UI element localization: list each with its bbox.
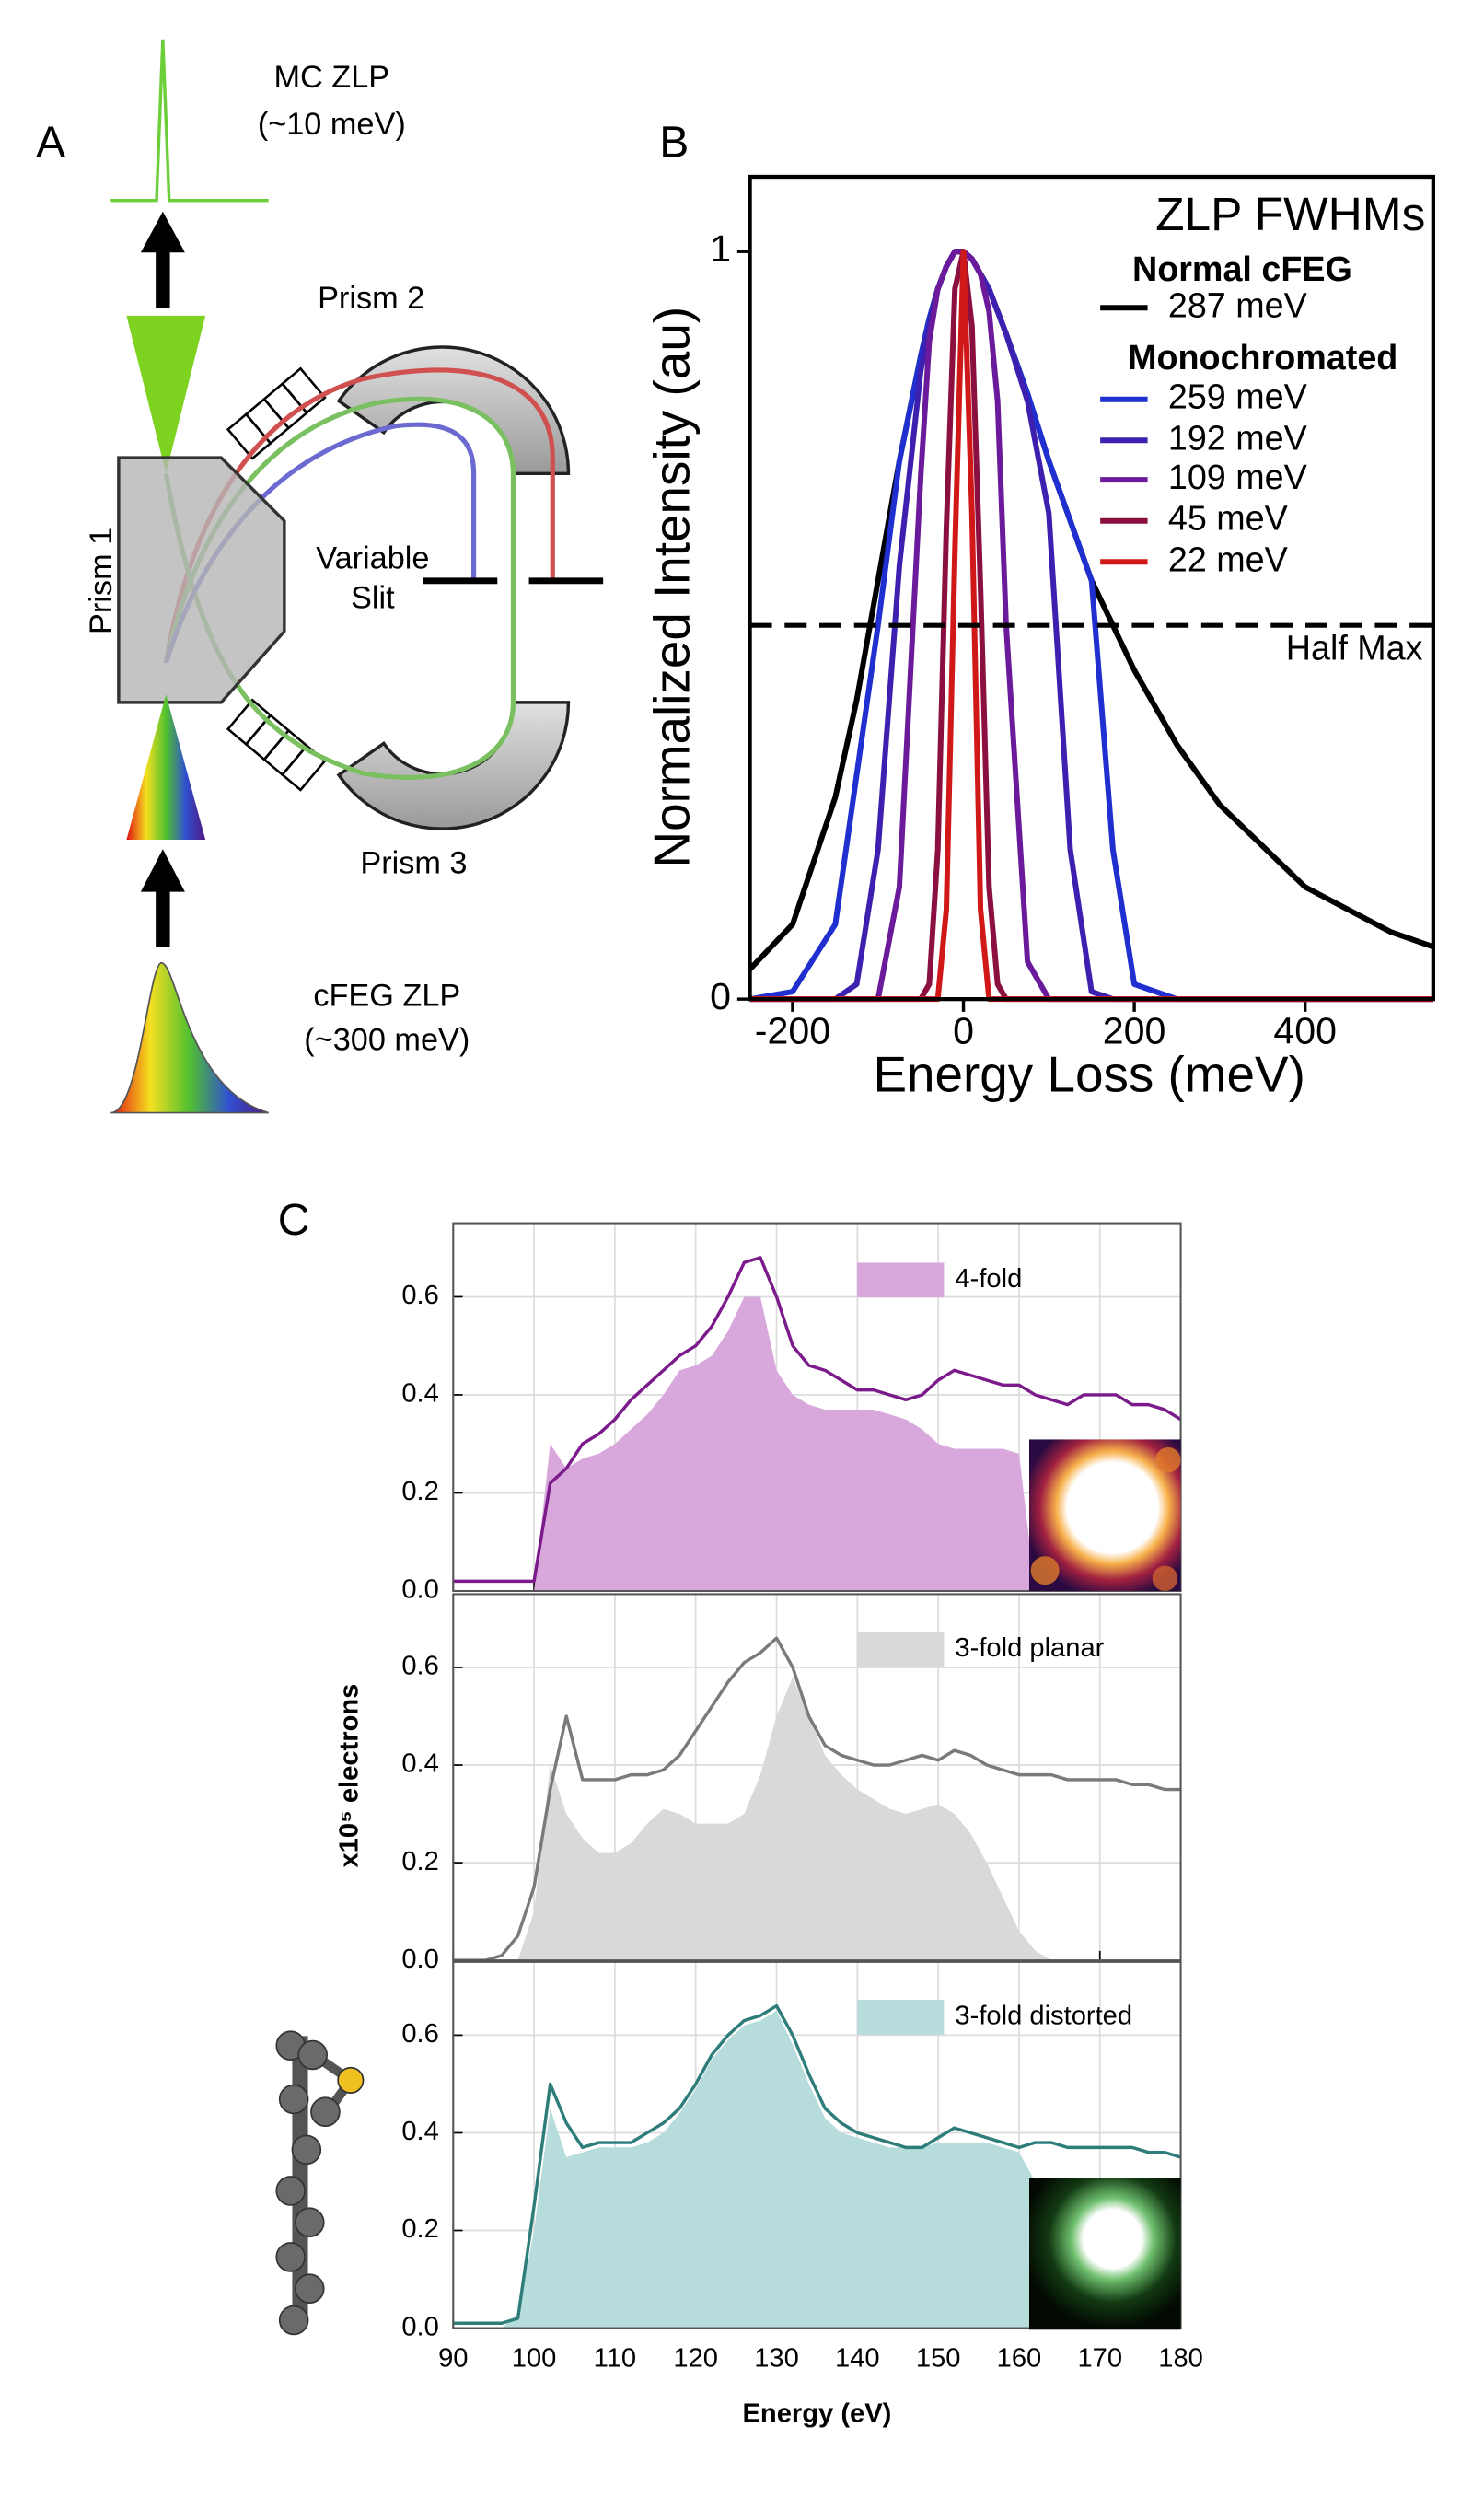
plot-frame [452,1593,1182,1962]
prism-label: Prism 1 [84,528,119,634]
annotation: Half Max [1286,629,1423,668]
x-tick-label: 200 [1103,1010,1166,1052]
prism-1 [117,456,286,704]
plots: -200 0 200 400 0 1 Half Max Energy Loss (meV) No… [335,174,1435,2429]
diagram: MC ZLP (~10 meV) Variable Slit Prism 1 P… [84,39,604,1114]
inset-image [1029,1439,1181,1591]
y-tick-label: 0.2 [401,1477,438,1506]
y-tick-label: 0.0 [401,1945,438,1974]
x-tick-label: 170 [1077,2344,1122,2374]
line [453,2003,1182,2325]
prism-3 [336,701,571,830]
legend-label: 45 meV [1168,499,1288,538]
y-axis-label: x10⁵ electrons [335,1684,365,1868]
arrow-head [140,211,185,253]
cfeg-zlp-peak [110,961,269,1114]
cfeg-zlp-width: (~300 meV) [304,1022,470,1057]
mc-zlp-width: (~10 meV) [258,107,406,142]
legend-heading: Normal cFEG [1132,250,1352,288]
panel-label: C [278,1196,310,1245]
y-tick-label: 0.6 [401,1652,438,1681]
x-axis-label: Energy (eV) [742,2399,891,2429]
x-tick-label: 130 [754,2344,799,2374]
x-axis-label: Energy Loss (meV) [873,1045,1304,1102]
x-tick-label: 120 [673,2344,718,2374]
plot-frame [452,1222,1182,1593]
y-tick-label: 1 [710,227,731,270]
line [453,1256,1182,1584]
panel-label: A [36,118,65,167]
x-tick-label: 0 [953,1010,974,1052]
y-tick-label: 0.2 [401,1847,438,1876]
x-tick-label: 400 [1273,1010,1337,1052]
slit-label: Slit [351,580,395,615]
area [453,1677,1181,1961]
legend-swatch [857,1632,945,1667]
x-tick-label: 110 [594,2344,636,2374]
arrow-head [140,849,185,892]
y-tick-label: 0 [710,975,731,1017]
area [453,2010,1181,2329]
x-tick-label: 160 [997,2344,1042,2374]
x-tick-label: 100 [512,2344,557,2374]
y-tick-label: 0.0 [401,1575,438,1605]
legend-swatch [857,1262,945,1298]
legend-label: 192 meV [1168,418,1307,457]
legend-label: 3-fold planar [955,1633,1104,1663]
x-tick-label: -200 [755,1010,830,1052]
legend-label: 4-fold [955,1264,1022,1294]
legend-title: ZLP FWHMs [1155,187,1425,240]
prism-label: Prism 2 [318,281,424,316]
y-tick-label: 0.2 [401,2214,438,2244]
beam-cone [126,315,206,474]
y-tick-label: 0.4 [401,1749,438,1779]
legend-swatch [857,2000,945,2035]
y-tick-label: 0.4 [401,1379,438,1409]
y-tick-label: 0.4 [401,2117,438,2146]
plot-frame [748,174,1435,1002]
plot-frame [452,1960,1182,2329]
x-tick-label: 90 [438,2344,468,2374]
legend-label: 22 meV [1168,540,1288,578]
prism-label: Prism 3 [360,845,467,880]
mc-zlp-peak [110,39,269,203]
legend-label: 109 meV [1168,458,1307,496]
x-tick-label: 180 [1158,2344,1203,2374]
legend-heading: Monochromated [1128,338,1397,377]
line [453,1636,1181,1962]
y-tick-label: 0.0 [401,2312,438,2341]
panel-label: B [659,118,689,167]
cfeg-zlp-label: cFEG ZLP [313,978,460,1013]
beam-cone [126,694,206,840]
legend-label: 287 meV [1168,285,1307,324]
legend-label: 259 meV [1168,377,1307,416]
slit-label: Variable [316,541,429,576]
x-tick-label: 150 [916,2344,961,2374]
inset-image [1029,2178,1181,2330]
prism-2 [336,345,571,475]
x-tick-label: 140 [835,2344,880,2374]
y-axis-label: Normalized Intensity (au) [643,307,700,868]
y-tick-label: 0.6 [401,2019,438,2049]
legend-label: 3-fold distorted [955,2002,1132,2031]
area [453,1296,1181,1591]
y-tick-label: 0.6 [401,1281,438,1310]
molecule-model [275,2030,365,2336]
mc-zlp-label: MC ZLP [273,60,389,95]
